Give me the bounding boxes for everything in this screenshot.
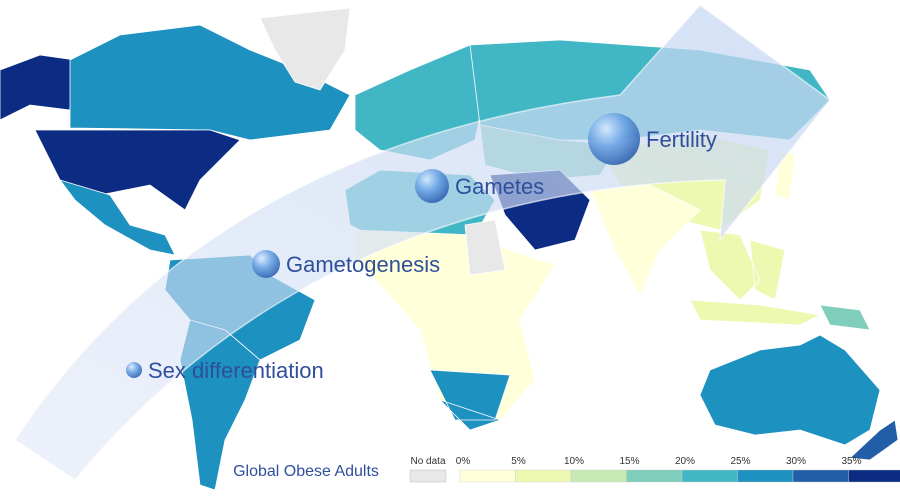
no-data-label: No data [410,456,445,467]
greenland [259,7,351,91]
mexico [58,179,176,256]
legend-label: 20% [675,456,695,467]
india [589,184,701,296]
stage-label: Fertility [646,127,717,152]
stage-label: Sex differentiation [148,358,324,383]
legend-swatch [792,469,849,483]
legend-swatch [626,469,683,483]
legend-swatch [459,469,516,483]
legend-swatch [681,469,738,483]
stage-label: Gametes [455,174,544,199]
legend-swatch [848,469,900,483]
new-zealand [849,419,899,461]
legend-swatch [570,469,627,483]
stage-sphere [588,113,640,165]
legend-swatch [737,469,794,483]
south-africa [429,369,511,431]
legend-label: 5% [511,456,526,467]
legend-label: 0% [456,456,471,467]
indonesia [689,299,822,326]
sudan [464,219,506,276]
usa [34,129,241,211]
south-america-south [179,319,261,491]
stage-sphere [126,362,142,378]
stage-sphere [252,250,280,278]
legend-label: 10% [564,456,584,467]
stage-label: Gametogenesis [286,252,440,277]
legend-label: 35% [841,456,861,467]
stages: Sex differentiation Gametogenesis Gametes F… [126,113,717,383]
no-data-swatch [409,469,447,483]
canada [69,24,351,141]
legend-title: Global Obese Adults [233,463,379,480]
australia [699,334,881,446]
legend-label: 15% [619,456,639,467]
papua [819,304,871,331]
legend-scale: 0% 5% 10% 15% 20% 25% 30% 35% [456,456,900,483]
alaska [0,54,76,121]
legend-label: 25% [730,456,750,467]
legend-swatch [515,469,572,483]
se-asia [699,229,786,301]
legend-label: 30% [786,456,806,467]
stage-sphere [415,169,449,203]
